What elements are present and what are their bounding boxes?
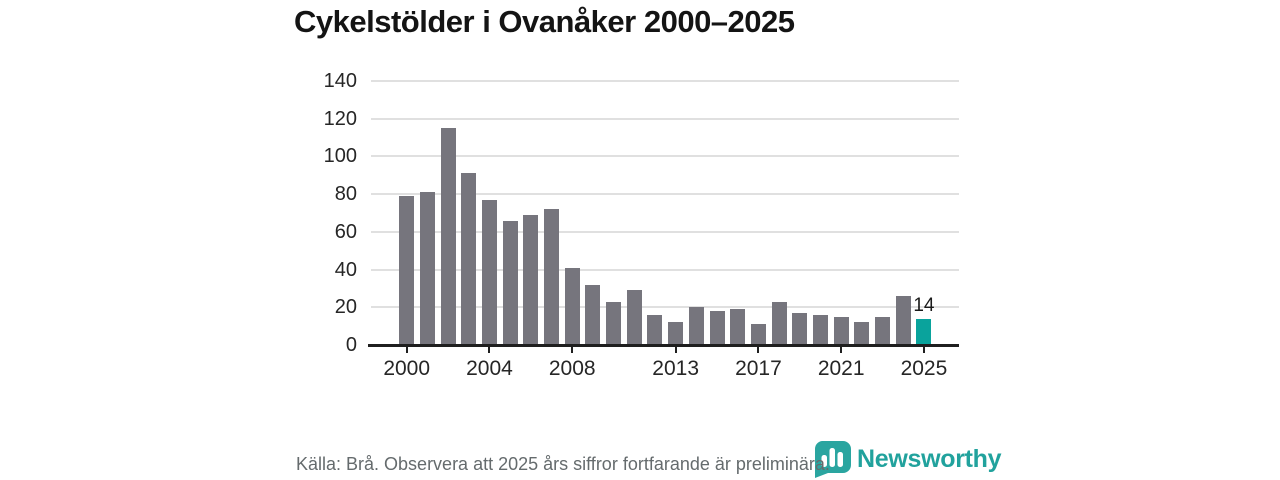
bar-2001: [419, 192, 435, 346]
y-axis-label: 20: [334, 296, 357, 319]
y-axis-label: 120: [323, 107, 357, 130]
x-axis-tick: [840, 347, 843, 353]
x-axis-tick: [405, 347, 408, 353]
bar-2018: [771, 301, 787, 346]
gridline-60: [371, 230, 959, 233]
gridline-100: [371, 155, 959, 158]
bar-2025: [916, 318, 932, 346]
y-axis-label: 60: [334, 220, 357, 243]
x-axis-label: 2017: [735, 357, 782, 380]
x-axis-tick: [488, 347, 491, 353]
bar-2013: [668, 322, 684, 346]
bar-2011: [626, 290, 642, 346]
bar-2008: [564, 267, 580, 346]
bar-2019: [792, 312, 808, 346]
x-axis-label: 2013: [652, 357, 700, 380]
value-label-2025: 14: [913, 294, 935, 316]
gridline-20: [371, 306, 959, 309]
x-axis-label: 2025: [900, 357, 948, 380]
bar-2010: [606, 301, 622, 346]
x-axis-tick: [571, 347, 574, 353]
x-axis-tick: [674, 347, 677, 353]
bar-2024: [895, 295, 911, 346]
bar-2016: [730, 309, 746, 346]
newsworthy-logo: Newsworthy: [813, 440, 1002, 478]
gridline-80: [371, 193, 959, 196]
y-axis-label: 80: [334, 183, 357, 206]
bar-2009: [585, 284, 601, 346]
bar-2014: [688, 307, 704, 346]
bar-2023: [875, 316, 891, 346]
bar-2004: [481, 199, 497, 346]
bar-2020: [813, 314, 828, 346]
x-axis-tick: [922, 347, 925, 353]
x-axis-label: 2000: [383, 357, 431, 380]
gridline-120: [371, 117, 959, 120]
bar-2002: [440, 128, 456, 346]
bar-2012: [647, 314, 663, 346]
y-axis-label: 0: [345, 334, 357, 356]
y-axis-label: 40: [334, 258, 357, 281]
bar-2015: [709, 311, 725, 346]
x-axis-line: [368, 344, 959, 347]
newsworthy-bubble-bars-icon: [814, 441, 851, 478]
bar-2000: [399, 196, 415, 346]
bar-2007: [544, 209, 560, 346]
bar-2005: [502, 220, 518, 346]
y-axis-label: 100: [323, 145, 357, 168]
y-axis-label: 140: [323, 70, 357, 92]
bar-2017: [750, 324, 766, 346]
gridline-140: [371, 80, 959, 82]
bar-2003: [461, 173, 477, 346]
x-axis-label: 2008: [548, 357, 596, 380]
chart-title: Cykelstölder i Ovanåker 2000–2025: [294, 4, 795, 39]
x-axis-tick: [757, 347, 760, 353]
bar-2006: [523, 214, 539, 346]
bar-2022: [854, 322, 870, 346]
gridline-40: [371, 268, 959, 271]
x-axis-label: 2004: [466, 357, 513, 380]
newsworthy-wordmark: Newsworthy: [857, 444, 1002, 473]
source-note: Källa: Brå. Observera att 2025 års siffr…: [296, 454, 830, 474]
bar-2021: [833, 316, 849, 346]
x-axis-label: 2021: [817, 357, 865, 380]
